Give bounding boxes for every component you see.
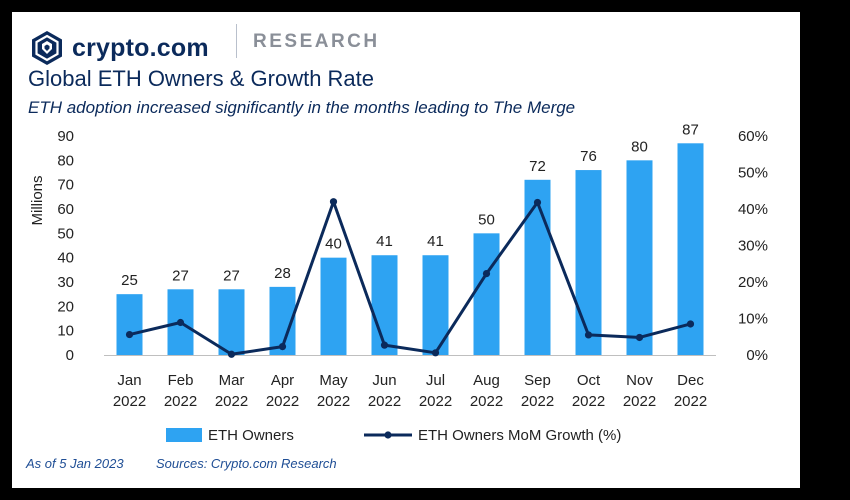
y-tick-label: 90: [57, 128, 74, 145]
x-tick-label-year: 2022: [470, 393, 503, 410]
x-tick-label-year: 2022: [368, 393, 401, 410]
bar-eth-owners: [218, 289, 245, 355]
bar-value-label: 28: [274, 265, 291, 282]
bar-eth-owners: [320, 257, 347, 355]
growth-point: [431, 349, 440, 357]
chart-card: crypto.com RESEARCH Global ETH Owners & …: [12, 12, 800, 488]
bar-value-label: 25: [121, 272, 138, 289]
bar-eth-owners: [371, 255, 398, 355]
x-tick-label-year: 2022: [164, 393, 197, 410]
y-tick-label: 10: [57, 323, 74, 340]
brand-name: crypto.com: [72, 33, 209, 62]
y2-tick-label: 60%: [738, 128, 768, 145]
bar-value-label: 40: [325, 236, 342, 253]
x-tick-label-month: Jan: [117, 372, 141, 389]
chart-title: Global ETH Owners & Growth Rate: [28, 66, 375, 91]
bar-eth-owners: [626, 160, 653, 355]
brand: crypto.com: [30, 28, 209, 68]
x-tick-label-month: Aug: [473, 372, 500, 389]
x-tick-label-year: 2022: [521, 393, 554, 410]
bar-value-label: 27: [223, 267, 240, 284]
bar-value-label: 27: [172, 267, 189, 284]
chart: 0 10 20 30 40 50 60 70 80 90 Millions 0% 10% 20% 30% 40…: [29, 121, 768, 444]
growth-point: [686, 320, 695, 328]
bar-value-label: 76: [580, 148, 597, 165]
growth-point: [482, 270, 491, 278]
x-tick-label-year: 2022: [572, 393, 605, 410]
legend-line-marker: [384, 431, 392, 439]
y2-tick-label: 40%: [738, 201, 768, 218]
y-tick-label: 60: [57, 201, 74, 218]
x-tick-label-month: Sep: [524, 372, 551, 389]
x-tick-label-year: 2022: [266, 393, 299, 410]
shield-lion-logo-icon: [32, 31, 62, 65]
y-tick-label: 70: [57, 177, 74, 194]
x-tick-label-year: 2022: [419, 393, 452, 410]
growth-line: [129, 200, 691, 356]
x-tick-label-year: 2022: [113, 393, 146, 410]
growth-point: [176, 318, 185, 327]
y2-tick-label: 0%: [746, 347, 768, 364]
bar-value-label: 87: [682, 121, 699, 138]
sources-note: Sources: Crypto.com Research: [156, 456, 337, 471]
x-tick-label-month: Nov: [626, 372, 653, 389]
growth-point: [380, 341, 389, 349]
growth-point: [125, 330, 134, 339]
bar-eth-owners: [116, 294, 143, 355]
x-tick-label-month: Feb: [168, 372, 194, 389]
brand-section-label: RESEARCH: [253, 31, 380, 52]
chart-subtitle: ETH adoption increased significantly in …: [28, 98, 576, 117]
x-tick-label-year: 2022: [215, 393, 248, 410]
y-tick-label: 80: [57, 152, 74, 169]
bar-value-label: 41: [376, 233, 393, 250]
growth-point: [584, 331, 593, 339]
growth-point: [227, 350, 236, 358]
y-tick-label: 40: [57, 250, 74, 267]
as-of-note: As of 5 Jan 2023: [26, 456, 124, 471]
growth-point: [278, 343, 287, 351]
bar-value-label: 50: [478, 211, 495, 228]
y2-tick-label: 50%: [738, 165, 768, 182]
bar-eth-owners: [473, 233, 500, 355]
y2-tick-label: 10%: [738, 311, 768, 328]
bar-eth-owners: [524, 179, 551, 355]
growth-point: [635, 333, 644, 342]
legend-mom-growth: ETH Owners MoM Growth (%): [418, 427, 621, 444]
y2-tick-label: 20%: [738, 274, 768, 291]
y-tick-label: 20: [57, 298, 74, 315]
growth-point: [329, 198, 338, 206]
y-tick-label: 50: [57, 225, 74, 242]
y-tick-label: 0: [66, 347, 74, 364]
x-tick-label-month: Oct: [577, 372, 601, 389]
brand-divider: [236, 24, 237, 58]
x-tick-label-month: Dec: [677, 372, 704, 389]
y-axis-label: Millions: [29, 175, 46, 225]
x-tick-label-month: Jul: [426, 372, 445, 389]
x-tick-label-month: Apr: [271, 372, 294, 389]
x-tick-label-year: 2022: [317, 393, 350, 410]
legend-eth-owners: ETH Owners: [208, 427, 294, 444]
growth-point: [533, 198, 542, 207]
bar-value-label: 72: [529, 158, 546, 175]
x-tick-label-month: May: [319, 372, 348, 389]
y-tick-label: 30: [57, 274, 74, 291]
bar-value-label: 80: [631, 138, 648, 155]
bar-value-label: 41: [427, 233, 444, 250]
legend-bar-swatch: [166, 428, 202, 442]
y2-tick-label: 30%: [738, 238, 768, 255]
x-tick-label-month: Mar: [219, 372, 245, 389]
x-tick-label-year: 2022: [674, 393, 707, 410]
bar-eth-owners: [677, 143, 704, 355]
x-tick-label-year: 2022: [623, 393, 656, 410]
x-tick-label-month: Jun: [372, 372, 396, 389]
bar-eth-owners: [575, 170, 602, 355]
